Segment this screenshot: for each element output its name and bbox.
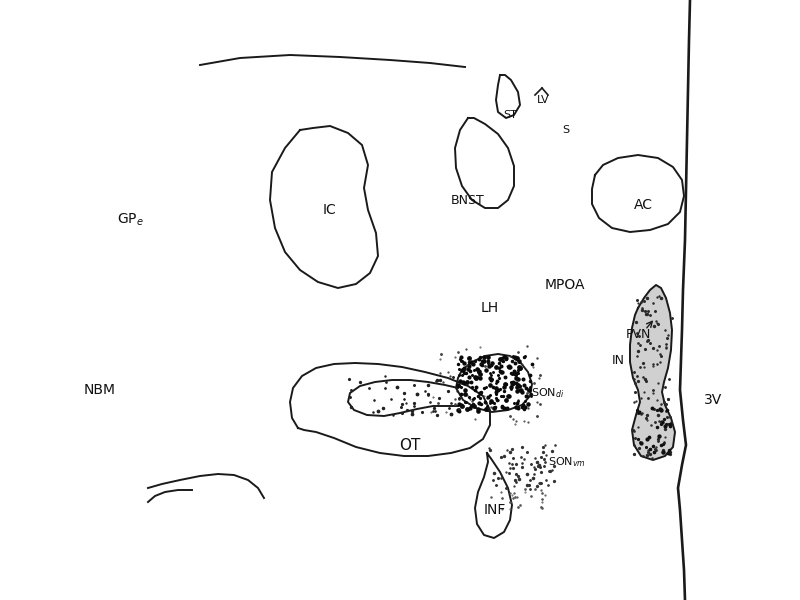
- Text: S: S: [562, 125, 570, 135]
- Text: ST: ST: [503, 110, 517, 120]
- Polygon shape: [630, 285, 675, 460]
- Text: OT: OT: [399, 437, 421, 452]
- Text: GP$_e$: GP$_e$: [117, 212, 143, 228]
- Text: INF: INF: [484, 503, 506, 517]
- Text: MPOA: MPOA: [545, 278, 586, 292]
- Text: LV: LV: [537, 95, 550, 105]
- Text: LH: LH: [481, 301, 499, 315]
- Text: PVN: PVN: [626, 329, 650, 341]
- Text: NBM: NBM: [84, 383, 116, 397]
- Text: SON$_{di}$: SON$_{di}$: [531, 386, 565, 400]
- Text: 3V: 3V: [704, 393, 722, 407]
- Text: IN: IN: [611, 353, 625, 367]
- Text: SON$_{vm}$: SON$_{vm}$: [548, 455, 586, 469]
- Text: AC: AC: [634, 198, 653, 212]
- Text: IC: IC: [323, 203, 337, 217]
- Text: BNST: BNST: [451, 193, 485, 206]
